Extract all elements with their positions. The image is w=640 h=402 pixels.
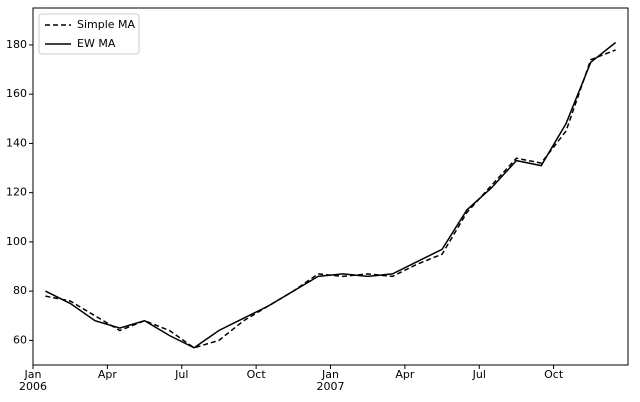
y-tick-label: 80 (13, 284, 27, 297)
y-tick-label: 100 (6, 235, 27, 248)
y-tick-label: 160 (6, 87, 27, 100)
y-tick-label: 140 (6, 136, 27, 149)
x-tick-label: Apr (395, 368, 415, 381)
x-tick-label: Jan 2007 (316, 368, 345, 393)
x-tick-label: Jul (472, 368, 486, 381)
y-tick-label: 120 (6, 186, 27, 199)
y-tick-label: 180 (6, 38, 27, 51)
legend-label: Simple MA (77, 18, 136, 31)
line-series (45, 49, 616, 349)
x-tick-label: Oct (246, 368, 266, 381)
legend-label: EW MA (77, 37, 116, 50)
x-tick-label: Jan 2006 (19, 368, 47, 393)
y-tick-label: 60 (13, 333, 27, 346)
axes-frame (32, 7, 629, 366)
x-tick-label: Oct (544, 368, 564, 381)
x-tick-label: Jul (175, 368, 189, 381)
line-series (45, 41, 617, 349)
x-tick-label: Apr (97, 368, 117, 381)
